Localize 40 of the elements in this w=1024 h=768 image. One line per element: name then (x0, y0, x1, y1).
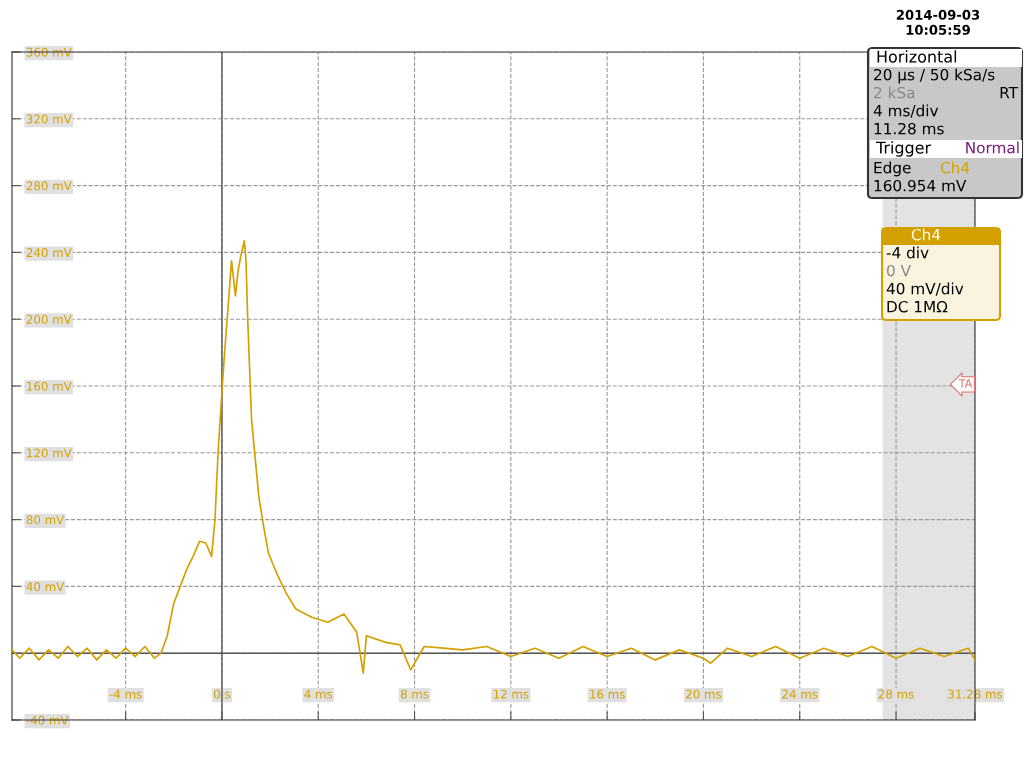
y-tick-label: 160 mV (27, 381, 72, 391)
x-tick-label: 20 ms (686, 689, 722, 699)
y-tick-label: 240 mV (26, 248, 72, 258)
x-tick-label: 31.28 ms (948, 689, 1003, 699)
line-series (12, 239, 975, 675)
annotation: 4 ms/div (873, 104, 939, 118)
y-tick-label: 200 mV (26, 314, 72, 324)
annotation: Normal (966, 141, 1019, 154)
y-tick-label: 120 mV (27, 448, 72, 458)
annotation: Horizontal (877, 50, 957, 63)
annotation: Ch4 (911, 228, 941, 241)
x-tick-label: 8 ms (400, 689, 429, 699)
x-tick-label: 0 s (214, 689, 231, 699)
y-tick-label: 360 mV (26, 47, 72, 57)
y-tick-label: 80 mV (26, 515, 65, 525)
y-tick-label: 320 mV (26, 114, 72, 124)
x-tick-label: 12 ms (493, 689, 529, 699)
x-tick-label: 16 ms (590, 689, 625, 699)
x-tick-label: -4 ms (109, 689, 142, 699)
annotation: 11.28 ms (874, 122, 944, 135)
x-tick-label: 4 ms (304, 689, 333, 699)
x-tick-label: 24 ms (782, 689, 818, 699)
annotation: 0 V (887, 264, 911, 277)
annotation: Trigger (875, 141, 932, 157)
annotation: -4 div (886, 246, 929, 259)
annotation: 2 kSa (874, 86, 915, 99)
annotation: TA (958, 379, 973, 388)
x-tick-label: 28 ms (878, 689, 914, 699)
annotation: 160.954 mV (874, 179, 967, 192)
y-tick-label: 40 mV (26, 582, 65, 592)
annotation: 40 mV/div (886, 282, 964, 296)
text: RT (1000, 87, 1019, 99)
annotation: DC 1MΩ (887, 300, 948, 313)
text: 10:05:59 (906, 24, 970, 35)
y-tick-label: 280 mV (26, 181, 72, 191)
annotation: Ch4 (940, 161, 970, 174)
annotation: Edge (874, 161, 911, 177)
y-tick-label: -40 mV (26, 715, 69, 725)
text: 2014-09-03 (896, 9, 980, 20)
annotation: 20 µs / 50 kSa/s (874, 68, 995, 84)
